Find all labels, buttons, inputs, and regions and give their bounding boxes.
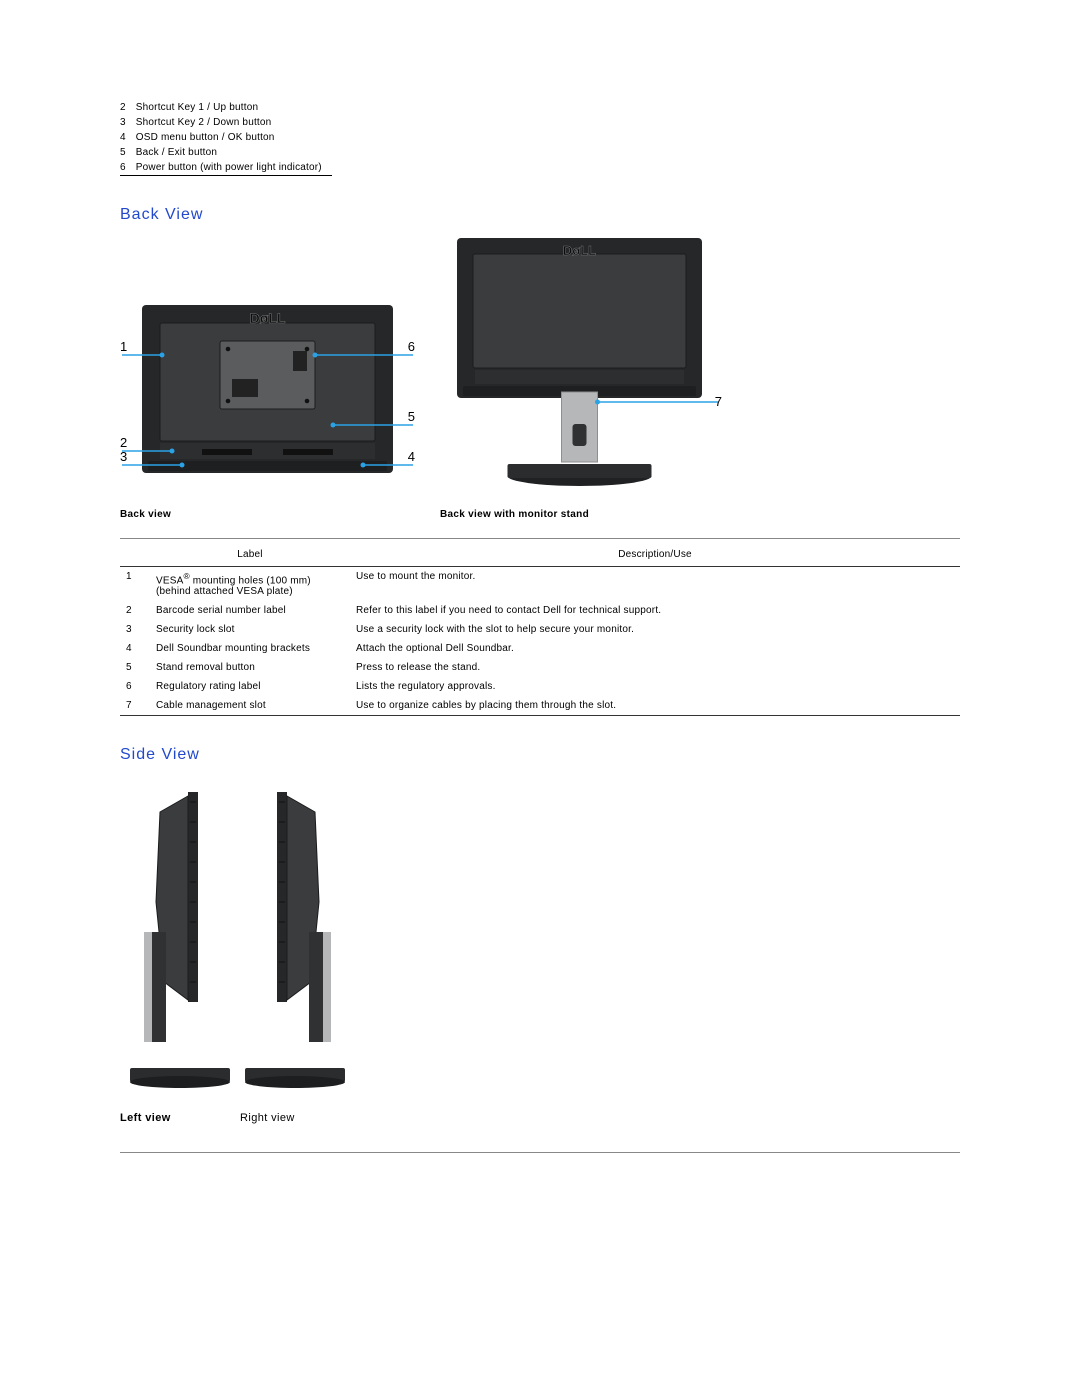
desc-text: Refer to this label if you need to conta… — [350, 601, 960, 620]
table-top-rule — [120, 538, 960, 539]
svg-text:7: 7 — [715, 394, 722, 409]
desc-text: Use to organize cables by placing them t… — [350, 696, 960, 716]
desc-num: 5 — [120, 658, 150, 677]
desc-row: 1VESA® mounting holes (100 mm) (behind a… — [120, 567, 960, 602]
desc-label: Stand removal button — [150, 658, 350, 677]
back-view-label-table: Label Description/Use 1VESA® mounting ho… — [120, 543, 960, 716]
button-list-num: 5 — [120, 145, 136, 160]
desc-label: Security lock slot — [150, 620, 350, 639]
svg-text:3: 3 — [120, 449, 127, 464]
svg-text:4: 4 — [408, 449, 415, 464]
back-view-captions: Back view Back view with monitor stand — [120, 499, 960, 520]
col-header-desc: Description/Use — [350, 543, 960, 567]
svg-text:1: 1 — [120, 339, 127, 354]
button-list-row: 4OSD menu button / OK button — [120, 130, 332, 145]
desc-row: 5Stand removal buttonPress to release th… — [120, 658, 960, 677]
button-list-text: Shortcut Key 2 / Down button — [136, 115, 332, 130]
bottom-rule — [120, 1152, 960, 1153]
caption-back-view-stand: Back view with monitor stand — [440, 509, 760, 520]
caption-left-view: Left view — [120, 1112, 240, 1124]
desc-label: Regulatory rating label — [150, 677, 350, 696]
button-list-text: Power button (with power light indicator… — [136, 160, 332, 176]
desc-row: 7Cable management slotUse to organize ca… — [120, 696, 960, 716]
desc-num: 4 — [120, 639, 150, 658]
back-view-figures: DøLL 1 23 6 5 4 DøLL 7 — [120, 232, 960, 487]
side-view-captions: Left view Right view — [120, 1112, 960, 1124]
svg-text:DøLL: DøLL — [250, 310, 286, 326]
desc-text: Press to release the stand. — [350, 658, 960, 677]
desc-text: Use a security lock with the slot to hel… — [350, 620, 960, 639]
button-list-row: 5Back / Exit button — [120, 145, 332, 160]
button-list-row: 2Shortcut Key 1 / Up button — [120, 100, 332, 115]
desc-text: Lists the regulatory approvals. — [350, 677, 960, 696]
front-button-list: 2Shortcut Key 1 / Up button3Shortcut Key… — [120, 100, 332, 176]
monitor-side-svg — [120, 782, 350, 1102]
desc-row: 3Security lock slotUse a security lock w… — [120, 620, 960, 639]
desc-label: VESA® mounting holes (100 mm) (behind at… — [150, 567, 350, 602]
button-list-text: Back / Exit button — [136, 145, 332, 160]
desc-label: Dell Soundbar mounting brackets — [150, 639, 350, 658]
button-list-row: 3Shortcut Key 2 / Down button — [120, 115, 332, 130]
figure-back-view: DøLL 1 23 6 5 4 — [120, 297, 415, 487]
desc-num: 7 — [120, 696, 150, 716]
desc-row: 2Barcode serial number labelRefer to thi… — [120, 601, 960, 620]
svg-text:2: 2 — [120, 435, 127, 450]
desc-num: 2 — [120, 601, 150, 620]
button-list-row: 6Power button (with power light indicato… — [120, 160, 332, 176]
col-header-label: Label — [150, 543, 350, 567]
monitor-back-stand-svg: DøLL 7 — [447, 232, 722, 487]
desc-num: 1 — [120, 567, 150, 602]
svg-text:5: 5 — [408, 409, 415, 424]
desc-text: Use to mount the monitor. — [350, 567, 960, 602]
desc-row: 4Dell Soundbar mounting bracketsAttach t… — [120, 639, 960, 658]
button-list-text: OSD menu button / OK button — [136, 130, 332, 145]
caption-right-view: Right view — [240, 1112, 360, 1124]
button-list-num: 6 — [120, 160, 136, 176]
desc-num: 6 — [120, 677, 150, 696]
desc-text: Attach the optional Dell Soundbar. — [350, 639, 960, 658]
desc-label: Cable management slot — [150, 696, 350, 716]
svg-text:6: 6 — [408, 339, 415, 354]
side-view-figures — [120, 782, 960, 1102]
svg-text:DøLL: DøLL — [563, 243, 596, 258]
button-list-num: 4 — [120, 130, 136, 145]
desc-label: Barcode serial number label — [150, 601, 350, 620]
button-list-num: 2 — [120, 100, 136, 115]
caption-back-view: Back view — [120, 509, 440, 520]
monitor-back-svg: DøLL 1 23 6 5 4 — [120, 297, 415, 487]
button-list-num: 3 — [120, 115, 136, 130]
button-list-text: Shortcut Key 1 / Up button — [136, 100, 332, 115]
heading-side-view: Side View — [120, 746, 960, 764]
desc-row: 6Regulatory rating labelLists the regula… — [120, 677, 960, 696]
heading-back-view: Back View — [120, 206, 960, 224]
desc-num: 3 — [120, 620, 150, 639]
figure-back-view-stand: DøLL 7 — [447, 232, 722, 487]
